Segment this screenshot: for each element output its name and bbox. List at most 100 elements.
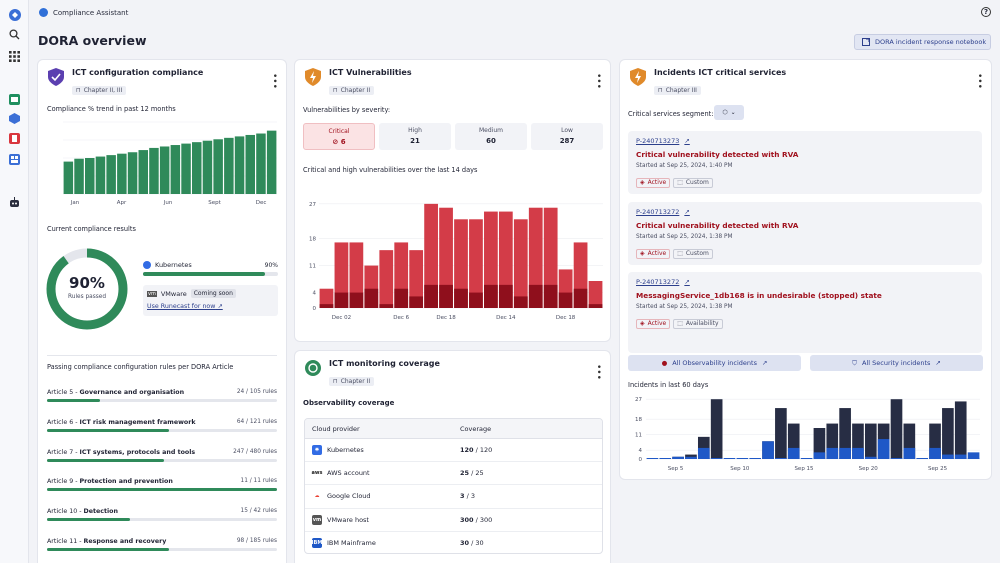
search-icon[interactable] bbox=[8, 28, 21, 41]
status-badge: ◈ Active bbox=[636, 248, 671, 259]
article-row[interactable]: Article 10 - Detection 15 / 42 rules bbox=[47, 508, 277, 522]
trend-bar bbox=[127, 152, 138, 194]
baseline-tick bbox=[723, 458, 736, 459]
notebook-button[interactable]: DORA incident response notebook bbox=[854, 34, 991, 50]
article-row[interactable]: Article 5 - Governance and organisation 2… bbox=[47, 389, 277, 402]
all-security-incidents-button[interactable]: ⛉ All Security incidents ↗ bbox=[810, 355, 983, 371]
incident-start: Started at Sep 25, 2024, 1:38 PM bbox=[636, 304, 733, 310]
incident-item[interactable]: P-240713272 ↗ MessagingService_1db168 is i… bbox=[628, 272, 982, 353]
incident-message: Critical vulnerability detected with RVA bbox=[636, 221, 799, 230]
critical-vuln-bar bbox=[424, 284, 438, 308]
kubernetes-icon: ⎈ bbox=[312, 445, 322, 456]
incidents-chart: 0 4 11 18 27 Sep 5 Sep 10 Sep 15 Sep 20 Sep 25 bbox=[635, 397, 980, 472]
table-row[interactable]: ☁ Google Cloud 3 / 3 bbox=[305, 485, 602, 509]
x-tick-label: Sep 10 bbox=[730, 466, 750, 472]
table-row[interactable]: IBM IBM Mainframe 30 / 30 bbox=[305, 532, 602, 553]
article-progress bbox=[47, 548, 277, 551]
more-options-icon[interactable]: ••• bbox=[974, 73, 984, 89]
security-incident-bar bbox=[877, 439, 890, 459]
all-observability-incidents-button[interactable]: ● All Observability incidents ↗ bbox=[628, 355, 801, 371]
critical-vuln-bar bbox=[349, 292, 364, 308]
apps-grid-icon[interactable] bbox=[8, 50, 21, 63]
y-tick-label: 4 bbox=[313, 291, 317, 297]
baseline-tick bbox=[800, 458, 813, 459]
security-incident-bar bbox=[672, 456, 684, 459]
incident-bar bbox=[775, 408, 787, 459]
coming-soon-badge: Coming soon bbox=[190, 289, 236, 298]
critical-vuln-bar bbox=[454, 288, 468, 308]
incident-id-link[interactable]: P-240713272 ↗ bbox=[636, 208, 690, 216]
assistant-bot-icon[interactable] bbox=[8, 196, 21, 209]
ibm-icon: IBM bbox=[311, 537, 323, 548]
app-cube-icon[interactable] bbox=[8, 112, 21, 125]
baseline-tick bbox=[877, 458, 890, 459]
critical-vuln-bar bbox=[513, 296, 528, 308]
notebook-button-label: DORA incident response notebook bbox=[875, 38, 987, 46]
article-progress bbox=[47, 518, 277, 522]
x-tick-label: Sept bbox=[208, 200, 221, 206]
more-options-icon[interactable]: ••• bbox=[593, 73, 603, 89]
article-progress bbox=[47, 488, 277, 492]
severity-critical[interactable]: Critical ⊘ 6 bbox=[303, 123, 375, 150]
severity-medium[interactable]: Medium 60 bbox=[455, 123, 527, 150]
trend-bar bbox=[234, 136, 245, 194]
chapter-chip: ⊓ Chapter II bbox=[329, 86, 375, 95]
shield-lightning-icon bbox=[630, 68, 646, 86]
baseline-tick bbox=[646, 458, 659, 459]
critical-vuln-bar bbox=[484, 284, 498, 308]
runecast-link[interactable]: Use Runecast for now ↗ bbox=[147, 303, 223, 310]
compliance-trend-chart: Jan Apr Jun Sept Dec bbox=[63, 121, 277, 206]
security-incident-bar bbox=[942, 454, 954, 459]
app-document-icon[interactable] bbox=[8, 132, 21, 145]
baseline-tick bbox=[762, 458, 774, 459]
col-coverage[interactable]: Coverage bbox=[460, 424, 492, 433]
trend-bar bbox=[266, 130, 277, 194]
critical-vuln-bar bbox=[573, 288, 588, 308]
security-incident-bar bbox=[967, 452, 980, 459]
more-options-icon[interactable]: ••• bbox=[593, 364, 603, 380]
more-options-icon[interactable]: ••• bbox=[269, 73, 279, 89]
app-logo-icon[interactable] bbox=[8, 8, 21, 21]
segment-select[interactable]: ⬡ ⌄ bbox=[714, 105, 744, 120]
severity-low[interactable]: Low 287 bbox=[531, 123, 603, 150]
high-vuln-bar bbox=[543, 207, 558, 308]
x-tick-label: Dec 18 bbox=[556, 315, 576, 321]
donut-value: 90% bbox=[69, 274, 105, 292]
x-tick-label: Dec 6 bbox=[393, 315, 409, 321]
article-row[interactable]: Article 6 - ICT risk management framewor… bbox=[47, 419, 277, 432]
article-row[interactable]: Article 11 - Response and recovery 98 / 1… bbox=[47, 538, 277, 551]
top-bar: Compliance Assistant bbox=[29, 0, 1000, 25]
segment-label: Critical services segment: bbox=[628, 110, 714, 118]
critical-vuln-bar bbox=[334, 292, 349, 308]
article-row[interactable]: Article 7 - ICT systems, protocols and t… bbox=[47, 449, 277, 462]
col-provider[interactable]: Cloud provider bbox=[312, 424, 360, 433]
incident-item[interactable]: P-240713272 ↗ Critical vulnerability detec… bbox=[628, 202, 982, 265]
trend-bar bbox=[256, 133, 266, 194]
tag-icon: ⬚ bbox=[677, 320, 683, 327]
incident-id-link[interactable]: P-240713272 ↗ bbox=[636, 278, 690, 286]
baseline-tick bbox=[697, 458, 710, 459]
table-row[interactable]: ⎈ Kubernetes 120 / 120 bbox=[305, 439, 602, 463]
table-row[interactable]: aws AWS account 25 / 25 bbox=[305, 462, 602, 486]
app-spreadsheet-icon[interactable] bbox=[8, 93, 21, 106]
app-dashboard-icon[interactable] bbox=[8, 153, 21, 166]
table-row[interactable]: vm VMware host 300 / 300 bbox=[305, 509, 602, 532]
coverage-subtitle: Observability coverage bbox=[303, 399, 395, 407]
kubernetes-result[interactable]: Kubernetes 90% bbox=[143, 261, 278, 276]
baseline-tick bbox=[787, 458, 800, 459]
app-name[interactable]: Compliance Assistant bbox=[53, 8, 129, 17]
security-incident-bar bbox=[697, 447, 710, 459]
x-tick-label: Jan bbox=[70, 200, 80, 206]
severity-high[interactable]: High 21 bbox=[379, 123, 451, 150]
open-external-icon: ↗ bbox=[684, 208, 690, 216]
article-row[interactable]: Article 9 - Protection and prevention 11 … bbox=[47, 478, 277, 492]
baseline-tick bbox=[710, 458, 723, 459]
incident-id-link[interactable]: P-240713273 ↗ bbox=[636, 137, 690, 145]
y-tick-label: 0 bbox=[639, 457, 643, 463]
incident-item[interactable]: P-240713273 ↗ Critical vulnerability detec… bbox=[628, 131, 982, 194]
open-external-icon bbox=[862, 38, 870, 46]
help-icon[interactable]: ? bbox=[981, 7, 991, 17]
trend-bar bbox=[159, 146, 170, 194]
security-incident-bar bbox=[685, 456, 697, 459]
monitoring-icon bbox=[305, 360, 321, 376]
